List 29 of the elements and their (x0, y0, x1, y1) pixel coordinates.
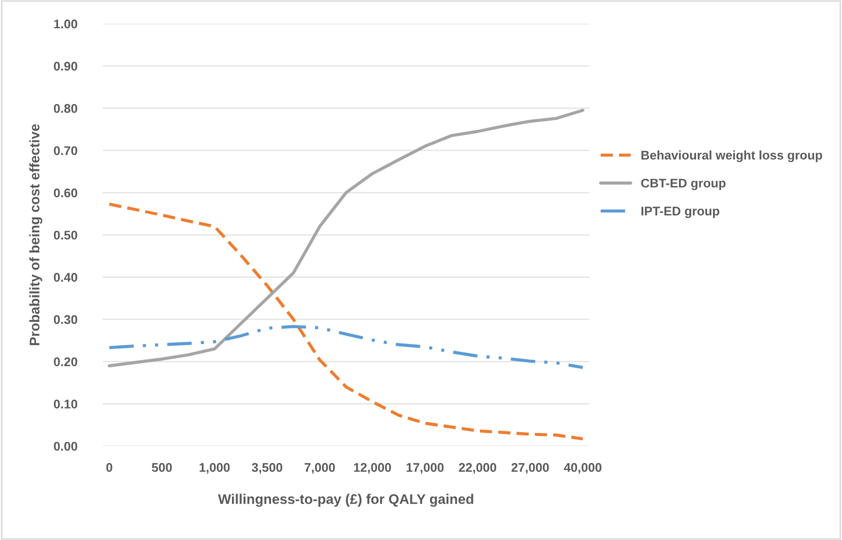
y-tick-label: 0.50 (54, 230, 78, 240)
x-tick-label: 7,000 (304, 463, 335, 474)
x-tick-label: 3,500 (252, 463, 282, 474)
y-tick-label: 0.10 (54, 400, 78, 408)
y-tick-label: 0.60 (54, 188, 78, 198)
x-tick-label: 0 (106, 463, 112, 472)
y-tick-label: 0.20 (54, 357, 78, 366)
x-tick-label: 40,000 (564, 463, 602, 474)
line-series (108, 108, 584, 368)
x-tick-label: 500 (152, 463, 172, 472)
x-tick-label: 27,000 (512, 463, 549, 474)
y-tick-label: 0.30 (54, 315, 78, 324)
y-axis-title: Probability of being cost effective (29, 124, 42, 346)
legend-label: Behavioural weight loss group (641, 150, 822, 162)
legend-label: CBT-ED group (641, 178, 726, 190)
y-tick-label: 0.70 (54, 146, 78, 156)
line-series (108, 325, 584, 370)
y-tick-label: 0.80 (54, 104, 78, 113)
legend-label: IPT-ED group (641, 206, 720, 218)
x-tick-label: 12,000 (354, 463, 391, 474)
x-axis-title: Willingness-to-pay (£) for QALY gained (218, 494, 474, 507)
x-tick-label: 17,000 (406, 463, 444, 474)
y-tick-label: 0.00 (54, 442, 78, 451)
y-tick-label: 0.90 (54, 62, 78, 71)
y-tick-label: 0.40 (54, 272, 78, 282)
x-tick-label: 22,000 (458, 463, 496, 474)
x-tick-label: 1,000 (200, 463, 230, 474)
line-series (108, 202, 584, 440)
y-tick-label: 1.00 (54, 20, 78, 28)
